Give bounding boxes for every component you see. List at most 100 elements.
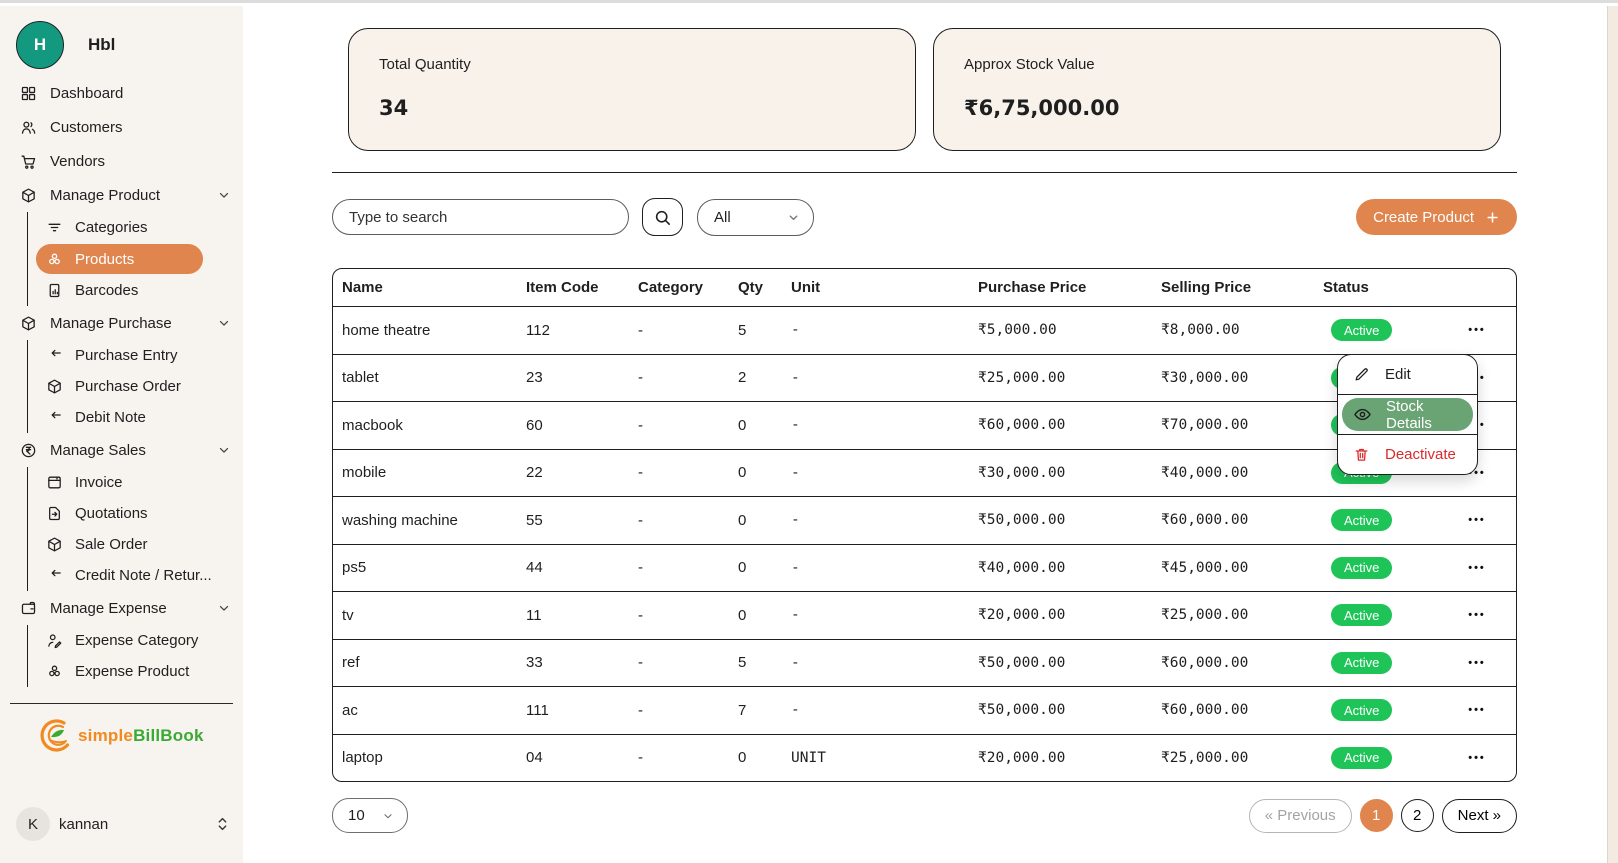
sidebar-item-expense-category[interactable]: Expense Category [28, 625, 243, 656]
sidebar-item-sale-order[interactable]: Sale Order [28, 529, 243, 560]
chevron-down-icon [217, 316, 231, 330]
sidebar-item-manage-purchase[interactable]: Manage Purchase [0, 306, 243, 340]
cell-selling-price: ₹60,000.00 [1161, 654, 1249, 671]
sidebar-item-manage-sales[interactable]: Manage Sales [0, 433, 243, 467]
row-actions-button[interactable]: ••• [1468, 324, 1486, 337]
context-menu-item-edit[interactable]: Edit [1338, 355, 1477, 394]
context-menu-item-stock-details[interactable]: Stock Details [1342, 398, 1473, 432]
row-actions-button[interactable]: ••• [1468, 704, 1486, 717]
sidebar-item-label: Customers [50, 118, 123, 136]
page-size-select[interactable]: 10 [332, 798, 408, 833]
cell-status: Active [1323, 651, 1438, 674]
sidebar-item-categories[interactable]: Categories [28, 212, 243, 243]
sidebar-item-label: Manage Purchase [50, 314, 172, 332]
cube-icon [20, 315, 37, 332]
context-menu-item-deactivate[interactable]: Deactivate [1338, 435, 1477, 474]
cell-category: - [638, 369, 643, 387]
arrow-return-icon [46, 567, 63, 584]
cell-name: laptop [342, 749, 383, 767]
row-actions-button[interactable]: ••• [1468, 751, 1486, 764]
cell-selling-price: ₹60,000.00 [1161, 512, 1249, 529]
sidebar-item-label: Invoice [75, 474, 123, 491]
sidebar-item-label: Purchase Order [75, 378, 181, 395]
search-button[interactable] [642, 198, 683, 236]
page-button-2[interactable]: 2 [1400, 799, 1434, 832]
status-badge: Active [1331, 699, 1393, 722]
stat-card-approx-stock-value: Approx Stock Value ₹6,75,000.00 [933, 28, 1501, 151]
next-page-button[interactable]: Next » [1441, 798, 1517, 833]
cell-name: ac [342, 701, 358, 719]
cell-unit: - [791, 369, 800, 386]
sidebar-item-dashboard[interactable]: Dashboard [0, 76, 243, 110]
category-filter-select[interactable]: All [697, 198, 814, 236]
cell-item-code: 60 [526, 416, 543, 434]
sidebar-divider [10, 703, 233, 704]
table-row-tv: tv 11 - 0 - ₹20,000.00 ₹25,000.00 Active… [333, 591, 1516, 639]
menu-separator [1338, 394, 1477, 395]
cell-qty: 0 [738, 749, 747, 767]
sidebar-item-vendors[interactable]: Vendors [0, 144, 243, 178]
row-actions-button[interactable]: ••• [1468, 561, 1486, 574]
invoice-icon [46, 474, 63, 491]
scrollbar-track[interactable] [1607, 6, 1618, 863]
sidebar-item-customers[interactable]: Customers [0, 110, 243, 144]
cell-qty: 5 [738, 321, 747, 339]
simplebillbook-logo-icon [36, 716, 76, 756]
row-actions-button[interactable]: ••• [1468, 656, 1486, 669]
cell-status: Active [1323, 699, 1438, 722]
users-icon [20, 119, 37, 136]
sidebar-item-debit-note[interactable]: Debit Note [28, 402, 243, 433]
sidebar-item-label: Categories [75, 219, 148, 236]
search-input[interactable] [332, 199, 629, 235]
main-content: Total Quantity 34 Approx Stock Value ₹6,… [332, 6, 1517, 833]
cell-qty: 0 [738, 559, 747, 577]
sidebar-item-label: Vendors [50, 152, 106, 170]
sidebar-item-expense-product[interactable]: Expense Product [28, 656, 243, 687]
previous-page-button[interactable]: « Previous [1248, 798, 1352, 833]
sidebar-item-quotations[interactable]: Quotations [28, 498, 243, 529]
context-menu-label: Deactivate [1385, 446, 1456, 463]
sidebar-item-credit-note-retur[interactable]: Credit Note / Retur... [28, 560, 243, 591]
sidebar-item-products[interactable]: Products [36, 244, 203, 274]
page-button-1[interactable]: 1 [1359, 799, 1393, 832]
row-actions-button[interactable]: ••• [1468, 609, 1486, 622]
arrow-return-icon [46, 347, 63, 364]
cell-purchase-price: ₹20,000.00 [978, 749, 1066, 766]
cell-category: - [638, 654, 643, 672]
cell-purchase-price: ₹50,000.00 [978, 702, 1066, 719]
sidebar-item-manage-product[interactable]: Manage Product [0, 178, 243, 212]
sidebar-item-manage-expense[interactable]: Manage Expense [0, 591, 243, 625]
rupee-circle-icon [20, 442, 37, 459]
sidebar-item-purchase-entry[interactable]: Purchase Entry [28, 340, 243, 371]
cell-name: ps5 [342, 559, 367, 577]
cell-purchase-price: ₹5,000.00 [978, 322, 1057, 339]
section-divider [332, 172, 1517, 173]
menu-separator [1338, 434, 1477, 435]
products-table: Name Item Code Category Qty Unit Purchase Pri… [332, 268, 1517, 782]
workspace-header[interactable]: H Hbl [0, 6, 243, 73]
filter-icon [46, 219, 63, 236]
cell-category: - [638, 511, 643, 529]
user-menu[interactable]: K kannan [16, 807, 229, 841]
grid-icon [20, 85, 37, 102]
sidebar-item-barcodes[interactable]: Barcodes [28, 275, 243, 306]
status-badge: Active [1331, 746, 1393, 769]
sidebar-item-invoice[interactable]: Invoice [28, 467, 243, 498]
sidebar-item-label: Expense Category [75, 632, 199, 649]
column-header-purchase-price: Purchase Price [978, 279, 1087, 296]
stat-card-label: Total Quantity [379, 56, 471, 73]
cell-status: Active [1323, 556, 1438, 579]
sidebar-item-purchase-order[interactable]: Purchase Order [28, 371, 243, 402]
cube-icon [46, 536, 63, 553]
sidebar-item-label: Sale Order [75, 536, 148, 553]
chevron-down-icon [217, 443, 231, 457]
cell-item-code: 22 [526, 464, 543, 482]
stat-cards: Total Quantity 34 Approx Stock Value ₹6,… [348, 28, 1501, 151]
create-product-button[interactable]: Create Product [1356, 199, 1517, 235]
status-badge: Active [1331, 604, 1393, 627]
context-menu-label: Edit [1385, 366, 1411, 383]
page-size-value: 10 [348, 807, 365, 824]
cell-unit: - [791, 417, 800, 434]
row-actions-button[interactable]: ••• [1468, 514, 1486, 527]
